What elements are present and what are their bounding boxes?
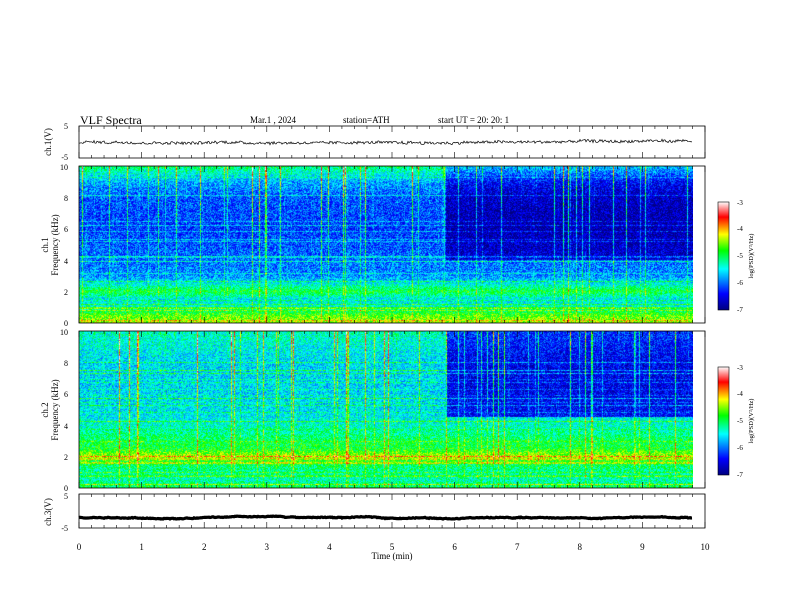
ch1-ytick-6: 6 (64, 225, 68, 234)
ch1-ytick-10: 10 (60, 163, 68, 172)
xtick-4: 4 (327, 542, 332, 552)
ch1-cbar-tick-m5: -5 (737, 252, 743, 260)
start-time-label: start UT = 20: 20: 1 (438, 115, 509, 125)
ch3-ytick-bottom: -5 (61, 524, 68, 533)
ch1-spectrogram-image (79, 166, 693, 323)
figure-title: VLF Spectra (80, 113, 142, 127)
ch1-colorbar-scale (717, 201, 730, 311)
ch1-colorbar: -3 -4 -5 -6 -7 log(PSD)(V²/Hz) (717, 199, 755, 314)
ch2-cbar-tick-m3: -3 (737, 364, 743, 372)
ch2-frequency-label: Frequency (kHz) (50, 379, 60, 440)
ch1-cbar-tick-m4: -4 (737, 225, 743, 233)
ch2-spectrogram-yticks: 0 2 4 6 8 10 (60, 328, 68, 493)
ch2-ytick-0: 0 (64, 484, 68, 493)
xtick-0: 0 (77, 542, 82, 552)
ch2-spectrogram-image (79, 331, 693, 488)
xtick-1: 1 (139, 542, 144, 552)
date-label: Mar.1 , 2024 (250, 115, 296, 125)
ch1-waveform-trace (78, 138, 693, 146)
ch1-ytick-2: 2 (64, 288, 68, 297)
ch1-cbar-tick-m3: -3 (737, 199, 743, 207)
ch2-channel-label: ch.2 (40, 402, 50, 417)
ch2-colorbar-label: log(PSD)(V²/Hz) (748, 399, 755, 444)
time-axis: 0 1 2 3 4 5 6 7 8 9 10 Time (min) (77, 542, 710, 561)
ch2-cbar-tick-m5: -5 (737, 417, 743, 425)
ch2-colorbar-scale (717, 366, 730, 476)
axis-tick-marks (78, 126, 706, 528)
ch1-ytick-top: 5 (64, 122, 68, 131)
ch1-spectrogram-image-holder (79, 166, 693, 323)
ch2-ytick-10: 10 (60, 328, 68, 337)
xtick-7: 7 (515, 542, 520, 552)
ch2-ytick-4: 4 (64, 422, 68, 431)
ch1-ytick-0: 0 (64, 319, 68, 328)
station-label: station=ATH (343, 115, 390, 125)
xtick-9: 9 (640, 542, 645, 552)
ch2-ytick-2: 2 (64, 453, 68, 462)
ch2-ytick-6: 6 (64, 390, 68, 399)
ch1-colorbar-label: log(PSD)(V²/Hz) (748, 234, 755, 279)
ch1-cbar-tick-m6: -6 (737, 279, 743, 287)
ch3-waveform-panel: 5 -5 ch.3(V) (43, 492, 706, 533)
ch2-spectrogram-image-holder (79, 331, 693, 488)
ch1-spectrogram-panel: 0 2 4 6 8 10 ch.1 Frequency (kHz) (40, 163, 706, 328)
ch3-waveform-ylabel: ch.3(V) (43, 498, 53, 526)
ch2-spectrogram-panel: 0 2 4 6 8 10 ch.2 Frequency (kHz) (40, 328, 706, 493)
ch1-spectrogram-yticks: 0 2 4 6 8 10 (60, 163, 68, 328)
ch3-waveform-trace (78, 514, 693, 521)
ch2-cbar-tick-m4: -4 (737, 390, 743, 398)
ch1-channel-label: ch.1 (40, 237, 50, 252)
ch1-cbar-tick-m7: -7 (737, 306, 743, 314)
xtick-3: 3 (265, 542, 270, 552)
xtick-2: 2 (202, 542, 207, 552)
ch2-cbar-tick-m7: -7 (737, 471, 743, 479)
ch1-waveform-ylabel: ch.1(V) (43, 128, 53, 156)
ch1-ytick-8: 8 (64, 194, 68, 203)
ch3-ytick-top: 5 (64, 492, 68, 501)
ch1-waveform-panel: 5 -5 ch.1(V) (43, 122, 706, 162)
ch1-frequency-label: Frequency (kHz) (50, 214, 60, 275)
xtick-6: 6 (452, 542, 457, 552)
ch2-colorbar: -3 -4 -5 -6 -7 log(PSD)(V²/Hz) (717, 364, 755, 479)
ch2-cbar-tick-m6: -6 (737, 444, 743, 452)
xtick-5: 5 (390, 542, 395, 552)
ch1-ytick-bottom: -5 (61, 153, 68, 162)
ch2-ytick-8: 8 (64, 359, 68, 368)
time-axis-label: Time (min) (372, 551, 413, 561)
xtick-10: 10 (701, 542, 711, 552)
ch1-ytick-4: 4 (64, 257, 68, 266)
xtick-8: 8 (578, 542, 583, 552)
